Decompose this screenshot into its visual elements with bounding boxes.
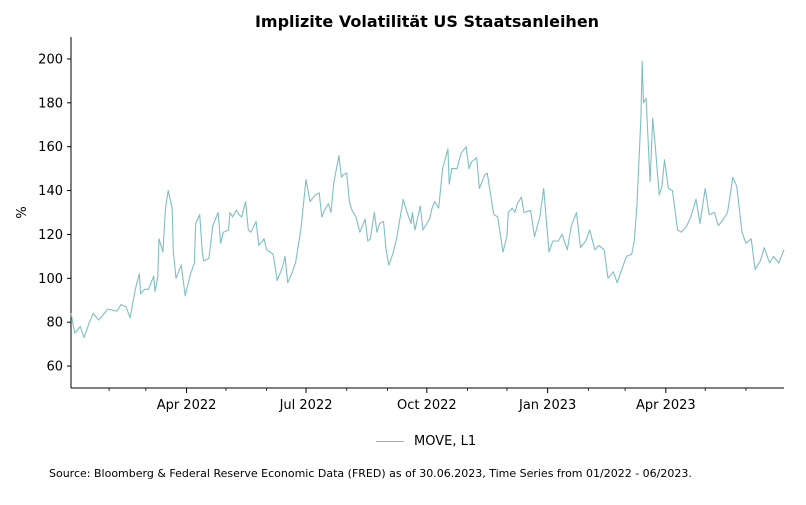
y-tick-label: 200 [38,52,63,67]
legend-line-swatch [376,441,404,442]
x-tick-label: Apr 2023 [636,398,696,413]
y-tick-label: 100 [38,272,63,287]
x-tick-label: Oct 2022 [397,398,457,413]
x-tick-label: Jul 2022 [279,398,333,413]
y-tick-label: 160 [38,140,63,155]
x-tick-label: Apr 2022 [157,398,217,413]
legend-label: MOVE, L1 [414,434,477,449]
source-note: Source: Bloomberg & Federal Reserve Econ… [49,467,692,480]
y-axis-label: % [15,206,30,218]
legend: MOVE, L1 [376,434,476,449]
series-line-move [70,60,785,339]
axes: 60 80 100 120 140 160 180 200 Apr 2022 Jul 2022 Oc… [15,37,784,413]
chart-title: Implizite Volatilität US Staatsanleihen [254,12,600,31]
y-tick-label: 120 [38,228,63,243]
x-tick-label: Jan 2023 [518,398,576,413]
y-tick-label: 80 [46,316,63,331]
y-tick-label: 140 [38,184,63,199]
y-tick-label: 180 [38,96,63,111]
y-tick-label: 60 [46,360,63,375]
series-layer [70,60,785,339]
